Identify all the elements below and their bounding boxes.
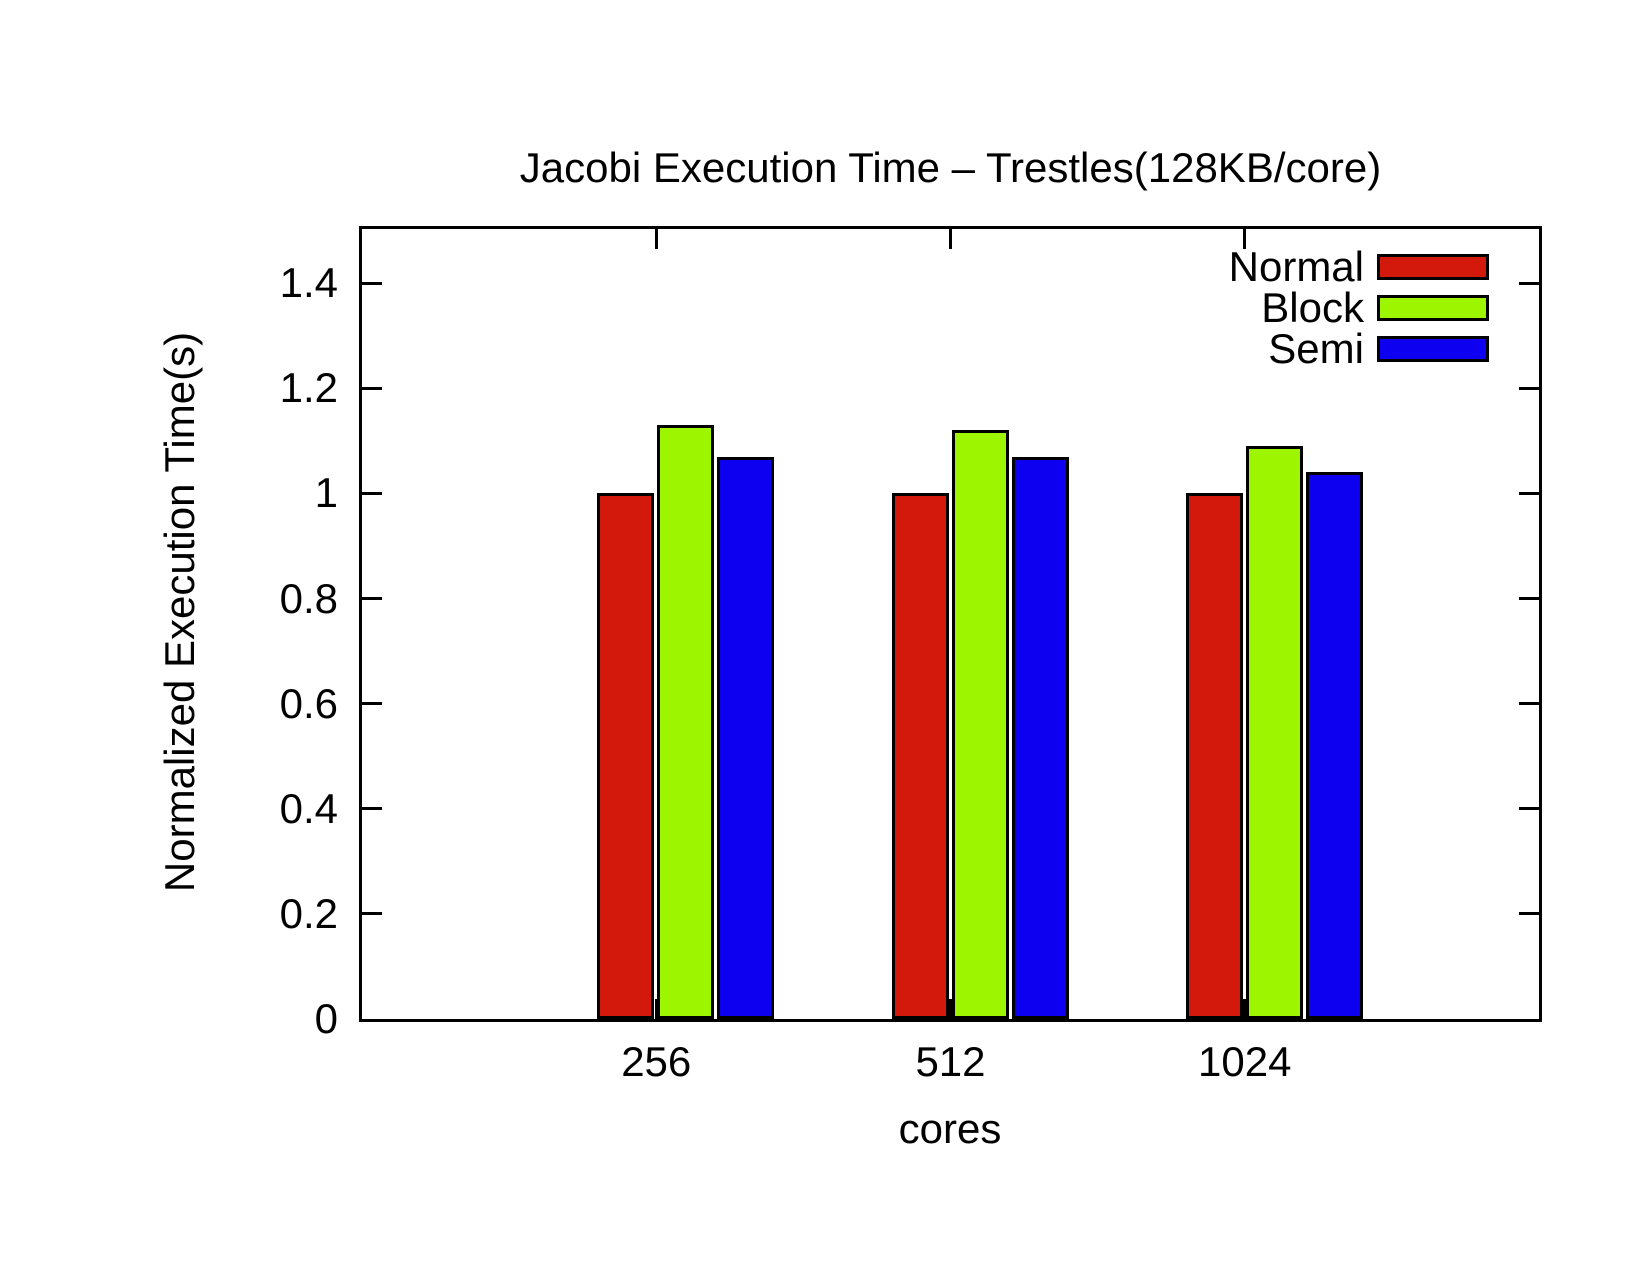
x-tick-label: 512 [915, 1038, 986, 1085]
y-tick-left [362, 281, 382, 285]
y-tick-label: 0 [314, 995, 338, 1042]
legend-row-normal: Normal [1228, 243, 1489, 290]
plot-area: Normal Block Semi [359, 226, 1542, 1022]
legend-row-semi: Semi [1229, 325, 1489, 372]
y-tick-left [362, 491, 382, 495]
y-tick-left [362, 912, 382, 916]
legend: Normal Block Semi [1228, 243, 1489, 372]
legend-label-semi: Semi [1268, 325, 1364, 372]
y-tick-left [362, 807, 382, 811]
x-tick-top [949, 229, 952, 249]
y-tick-label: 0.8 [279, 574, 338, 622]
y-tick-right [1519, 807, 1539, 811]
legend-label-block: Block [1261, 284, 1364, 331]
y-tick-right [1519, 597, 1539, 601]
y-tick-left [362, 597, 382, 601]
x-tick-label: 1024 [1198, 1038, 1292, 1085]
bar-normal-1024 [1185, 493, 1243, 1019]
x-tick-bottom [1243, 999, 1247, 1019]
x-tick-bottom [949, 999, 952, 1019]
y-tick-label: 1 [314, 469, 338, 517]
y-tick-right [1519, 386, 1539, 390]
legend-label-normal: Normal [1228, 243, 1364, 290]
legend-swatch-semi [1377, 336, 1489, 362]
x-axis-title: cores [898, 1105, 1002, 1152]
y-tick-right [1519, 702, 1539, 706]
bar-semi-1024 [1305, 472, 1363, 1019]
bar-block-1024 [1245, 446, 1303, 1019]
bar-normal-256 [597, 493, 655, 1019]
y-tick-label: 0.2 [279, 889, 338, 937]
x-tick-bottom [654, 999, 658, 1019]
x-tick-top [654, 229, 658, 249]
bar-semi-512 [1011, 456, 1069, 1019]
y-tick-label: 1.4 [279, 259, 338, 307]
x-tick-top [1243, 229, 1247, 249]
bar-semi-256 [717, 456, 775, 1019]
y-tick-left [362, 386, 382, 390]
y-tick-right [1519, 912, 1539, 916]
y-tick-label: 0.4 [279, 784, 338, 832]
legend-row-block: Block [1229, 284, 1489, 331]
x-tick-label: 256 [621, 1038, 692, 1085]
y-tick-label: 0.6 [279, 679, 338, 727]
legend-swatch-normal [1377, 254, 1489, 280]
y-tick-right [1519, 281, 1539, 285]
y-tick-label: 1.2 [279, 364, 338, 412]
chart-title: Jacobi Execution Time – Trestles(128KB/c… [519, 144, 1382, 191]
y-tick-left [362, 702, 382, 706]
legend-swatch-block [1377, 295, 1489, 321]
y-tick-right [1519, 491, 1539, 495]
bar-block-256 [657, 425, 715, 1019]
bar-block-512 [951, 430, 1009, 1019]
bar-normal-512 [891, 493, 949, 1019]
